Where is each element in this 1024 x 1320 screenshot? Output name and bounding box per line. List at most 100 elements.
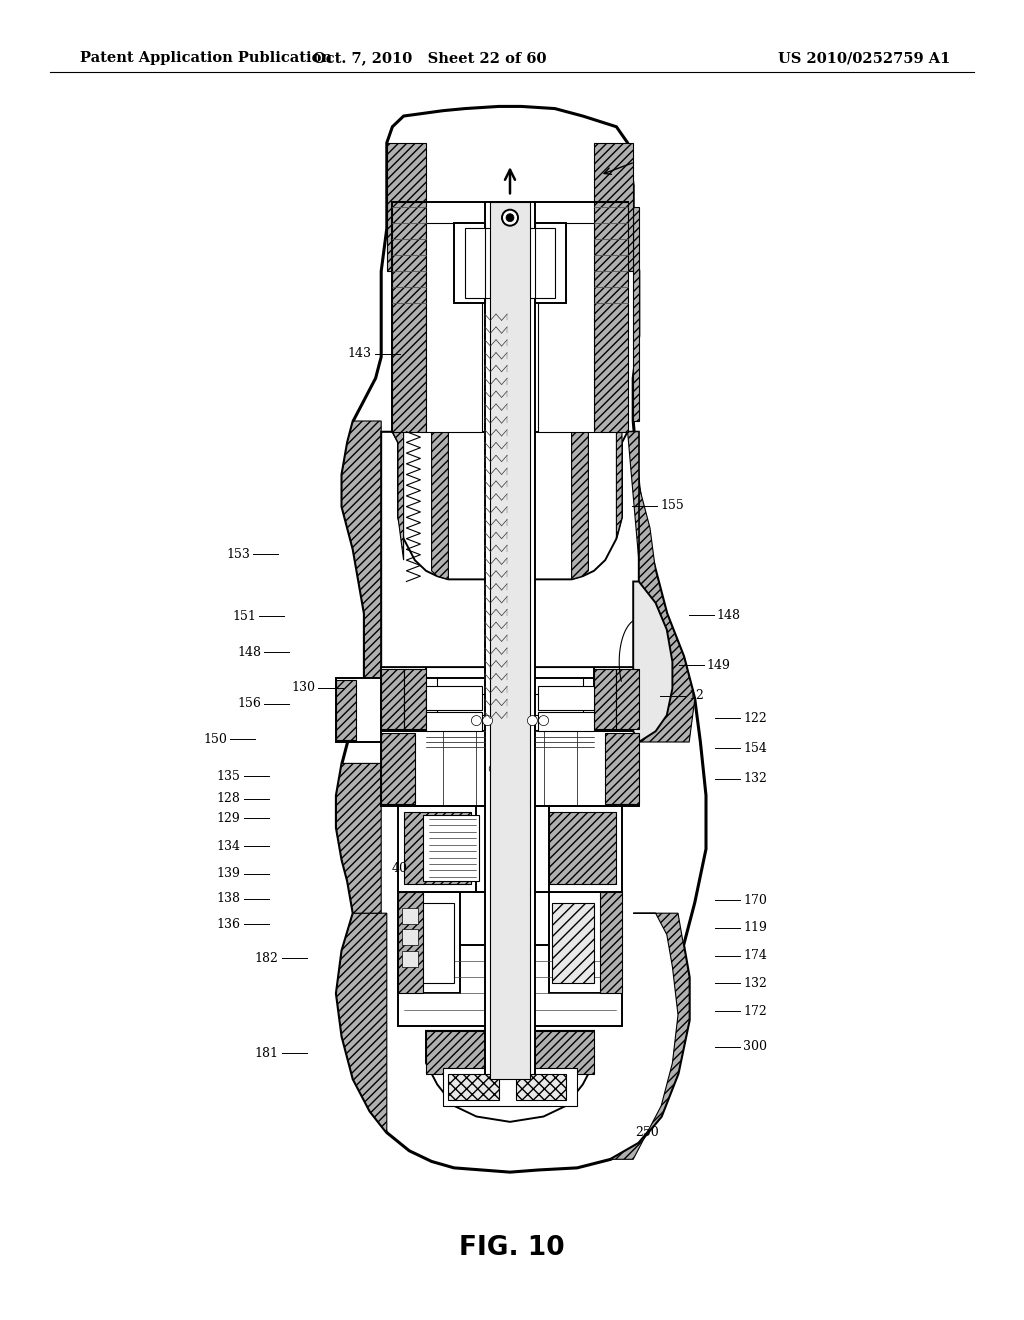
Polygon shape xyxy=(633,582,673,742)
Polygon shape xyxy=(381,432,639,667)
Bar xyxy=(426,694,594,715)
Bar xyxy=(423,903,454,983)
Text: 128: 128 xyxy=(217,792,241,805)
Circle shape xyxy=(507,764,515,772)
Bar xyxy=(398,892,423,994)
Bar xyxy=(402,908,418,924)
Bar xyxy=(594,202,628,432)
Bar xyxy=(538,686,594,710)
Text: 143: 143 xyxy=(348,347,372,360)
Polygon shape xyxy=(633,207,639,421)
Text: 130: 130 xyxy=(292,681,315,694)
Bar xyxy=(516,1073,566,1101)
Polygon shape xyxy=(426,1031,594,1073)
Polygon shape xyxy=(616,432,639,560)
Circle shape xyxy=(506,214,514,222)
Bar xyxy=(426,686,482,710)
Text: 148: 148 xyxy=(238,645,261,659)
Bar xyxy=(402,929,418,945)
Text: 139: 139 xyxy=(217,867,241,880)
Text: 129: 129 xyxy=(217,812,241,825)
Text: 300: 300 xyxy=(743,1040,767,1053)
Text: 135: 135 xyxy=(217,770,241,783)
Text: 150: 150 xyxy=(204,733,227,746)
Bar xyxy=(538,711,594,731)
Text: 181: 181 xyxy=(255,1047,279,1060)
Text: 151: 151 xyxy=(232,610,256,623)
Text: 132: 132 xyxy=(743,977,767,990)
Bar xyxy=(484,202,536,1078)
Bar xyxy=(402,950,418,966)
Circle shape xyxy=(482,715,493,726)
Bar xyxy=(381,731,639,807)
Bar xyxy=(398,807,622,892)
Bar xyxy=(403,812,471,884)
Text: 172: 172 xyxy=(743,1005,767,1018)
Text: 182: 182 xyxy=(255,952,279,965)
Circle shape xyxy=(527,715,538,726)
Bar xyxy=(454,223,566,304)
Bar xyxy=(442,1068,578,1106)
Bar xyxy=(489,202,530,1078)
Text: 138: 138 xyxy=(217,892,241,906)
Circle shape xyxy=(515,764,523,772)
Bar xyxy=(426,677,594,705)
Bar xyxy=(594,669,616,729)
Text: 174: 174 xyxy=(743,949,767,962)
Text: US 2010/0252759 A1: US 2010/0252759 A1 xyxy=(777,51,950,65)
Text: 170: 170 xyxy=(743,894,767,907)
Bar xyxy=(549,812,616,884)
Polygon shape xyxy=(431,314,449,579)
Bar xyxy=(381,669,403,729)
Polygon shape xyxy=(337,913,387,1133)
Text: 136: 136 xyxy=(217,917,241,931)
Bar xyxy=(465,228,505,298)
Text: 119: 119 xyxy=(743,921,767,935)
Bar xyxy=(337,680,356,741)
Polygon shape xyxy=(381,667,426,731)
Bar xyxy=(538,223,594,432)
Text: 250: 250 xyxy=(635,1126,658,1139)
Bar xyxy=(381,734,415,804)
Circle shape xyxy=(471,715,481,726)
Text: 149: 149 xyxy=(707,659,730,672)
Text: 40: 40 xyxy=(391,862,408,875)
Polygon shape xyxy=(594,143,633,271)
Bar xyxy=(476,807,549,892)
Bar xyxy=(600,892,622,994)
Text: 12: 12 xyxy=(688,689,705,702)
Text: 155: 155 xyxy=(660,499,684,512)
Text: 153: 153 xyxy=(226,548,250,561)
Circle shape xyxy=(539,715,549,726)
Bar xyxy=(616,669,639,729)
Text: 122: 122 xyxy=(743,711,767,725)
Bar xyxy=(423,814,479,882)
Bar xyxy=(398,892,460,994)
Circle shape xyxy=(498,764,506,772)
Bar xyxy=(449,1073,499,1101)
Bar xyxy=(392,202,426,432)
Text: 148: 148 xyxy=(717,609,740,622)
Text: Patent Application Publication: Patent Application Publication xyxy=(80,51,332,65)
Bar xyxy=(516,228,555,298)
Bar xyxy=(426,223,482,432)
Polygon shape xyxy=(610,913,689,1159)
Text: 134: 134 xyxy=(217,840,241,853)
Text: 154: 154 xyxy=(743,742,767,755)
Polygon shape xyxy=(337,677,381,742)
Bar xyxy=(392,202,628,432)
Polygon shape xyxy=(594,667,639,731)
Bar xyxy=(426,711,482,731)
Bar xyxy=(403,669,426,729)
Circle shape xyxy=(489,764,498,772)
Text: 156: 156 xyxy=(238,697,261,710)
Bar xyxy=(549,892,622,994)
Polygon shape xyxy=(381,432,403,560)
Polygon shape xyxy=(426,1031,594,1122)
Polygon shape xyxy=(337,763,381,913)
Circle shape xyxy=(502,210,518,226)
Polygon shape xyxy=(633,486,695,742)
Polygon shape xyxy=(387,143,426,271)
Polygon shape xyxy=(342,421,381,700)
Polygon shape xyxy=(571,314,589,579)
